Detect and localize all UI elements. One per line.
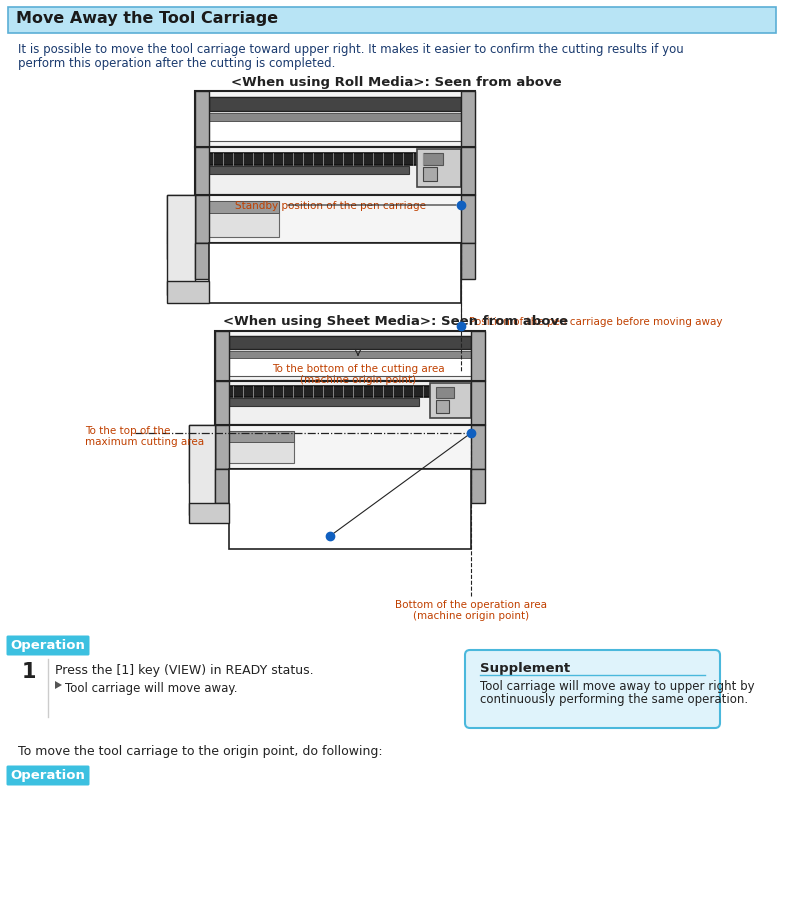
Bar (189, 425, 215, 516)
Bar (195, 148, 475, 196)
Text: To the bottom of the cutting area: To the bottom of the cutting area (272, 363, 444, 374)
Bar (436, 401, 449, 414)
Bar (195, 148, 209, 196)
Text: continuously performing the same operation.: continuously performing the same operati… (480, 692, 748, 705)
Bar (461, 244, 475, 280)
Bar (436, 387, 454, 398)
Bar (189, 469, 229, 484)
Bar (209, 201, 279, 214)
Bar (215, 332, 485, 382)
Text: To the top of the: To the top of the (85, 425, 170, 435)
Bar (471, 332, 485, 382)
Bar (215, 382, 229, 425)
Bar (430, 384, 471, 418)
Bar (215, 382, 485, 425)
Bar (229, 432, 294, 443)
Bar (195, 196, 475, 244)
Text: (machine origin point): (machine origin point) (300, 374, 416, 384)
Bar (461, 148, 475, 196)
Bar (215, 332, 229, 382)
Polygon shape (55, 681, 62, 690)
Text: Move Away the Tool Carriage: Move Away the Tool Carriage (16, 11, 278, 26)
Bar (461, 92, 475, 148)
Bar (189, 459, 215, 469)
Bar (209, 114, 461, 122)
Bar (209, 154, 461, 166)
FancyBboxPatch shape (6, 636, 90, 656)
FancyBboxPatch shape (465, 650, 720, 728)
Bar (209, 97, 461, 112)
Bar (209, 201, 279, 238)
Bar (167, 281, 209, 303)
Bar (189, 425, 215, 469)
Bar (167, 244, 209, 260)
Bar (417, 149, 461, 188)
Text: To move the tool carriage to the origin point, do following:: To move the tool carriage to the origin … (18, 744, 383, 757)
Text: 1: 1 (22, 661, 36, 681)
Bar (229, 352, 471, 359)
Bar (229, 432, 294, 464)
Text: Tool carriage will move away.: Tool carriage will move away. (65, 681, 237, 694)
Bar (209, 167, 409, 175)
FancyBboxPatch shape (6, 765, 90, 785)
Bar (423, 154, 443, 166)
Text: Bottom of the operation area: Bottom of the operation area (395, 599, 547, 609)
Text: (machine origin point): (machine origin point) (413, 610, 529, 620)
Bar (195, 92, 475, 148)
Bar (229, 337, 471, 376)
Bar (8, 8, 776, 34)
Text: Operation: Operation (10, 769, 86, 782)
Bar (471, 469, 485, 504)
Bar (229, 469, 471, 549)
Bar (195, 196, 209, 244)
Text: Press the [1] key (VIEW) in READY status.: Press the [1] key (VIEW) in READY status… (55, 663, 313, 676)
Bar (209, 244, 461, 303)
Bar (209, 97, 461, 142)
Bar (471, 425, 485, 469)
Bar (423, 168, 437, 182)
Bar (167, 231, 195, 244)
Bar (215, 425, 485, 469)
Bar (215, 425, 229, 469)
Text: maximum cutting area: maximum cutting area (85, 436, 204, 446)
Bar (229, 398, 419, 406)
Bar (471, 382, 485, 425)
Bar (215, 469, 229, 504)
Text: Operation: Operation (10, 639, 86, 651)
Text: It is possible to move the tool carriage toward upper right. It makes it easier : It is possible to move the tool carriage… (18, 43, 684, 56)
Text: Supplement: Supplement (480, 661, 570, 674)
Text: Tool carriage will move away to upper right by: Tool carriage will move away to upper ri… (480, 680, 755, 692)
Text: <When using Roll Media>: Seen from above: <When using Roll Media>: Seen from above (231, 76, 561, 89)
Bar (195, 244, 209, 280)
Text: perform this operation after the cutting is completed.: perform this operation after the cutting… (18, 56, 335, 70)
Bar (461, 196, 475, 244)
Bar (167, 196, 195, 244)
Bar (229, 337, 471, 350)
Bar (189, 504, 229, 524)
Bar (229, 386, 471, 397)
Text: Position of the pen carriage before moving away: Position of the pen carriage before movi… (469, 317, 722, 327)
Text: <When using Sheet Media>: Seen from above: <When using Sheet Media>: Seen from abov… (224, 314, 569, 328)
Bar (167, 196, 195, 296)
Bar (195, 92, 209, 148)
Text: Standby position of the pen carriage: Standby position of the pen carriage (235, 200, 426, 210)
